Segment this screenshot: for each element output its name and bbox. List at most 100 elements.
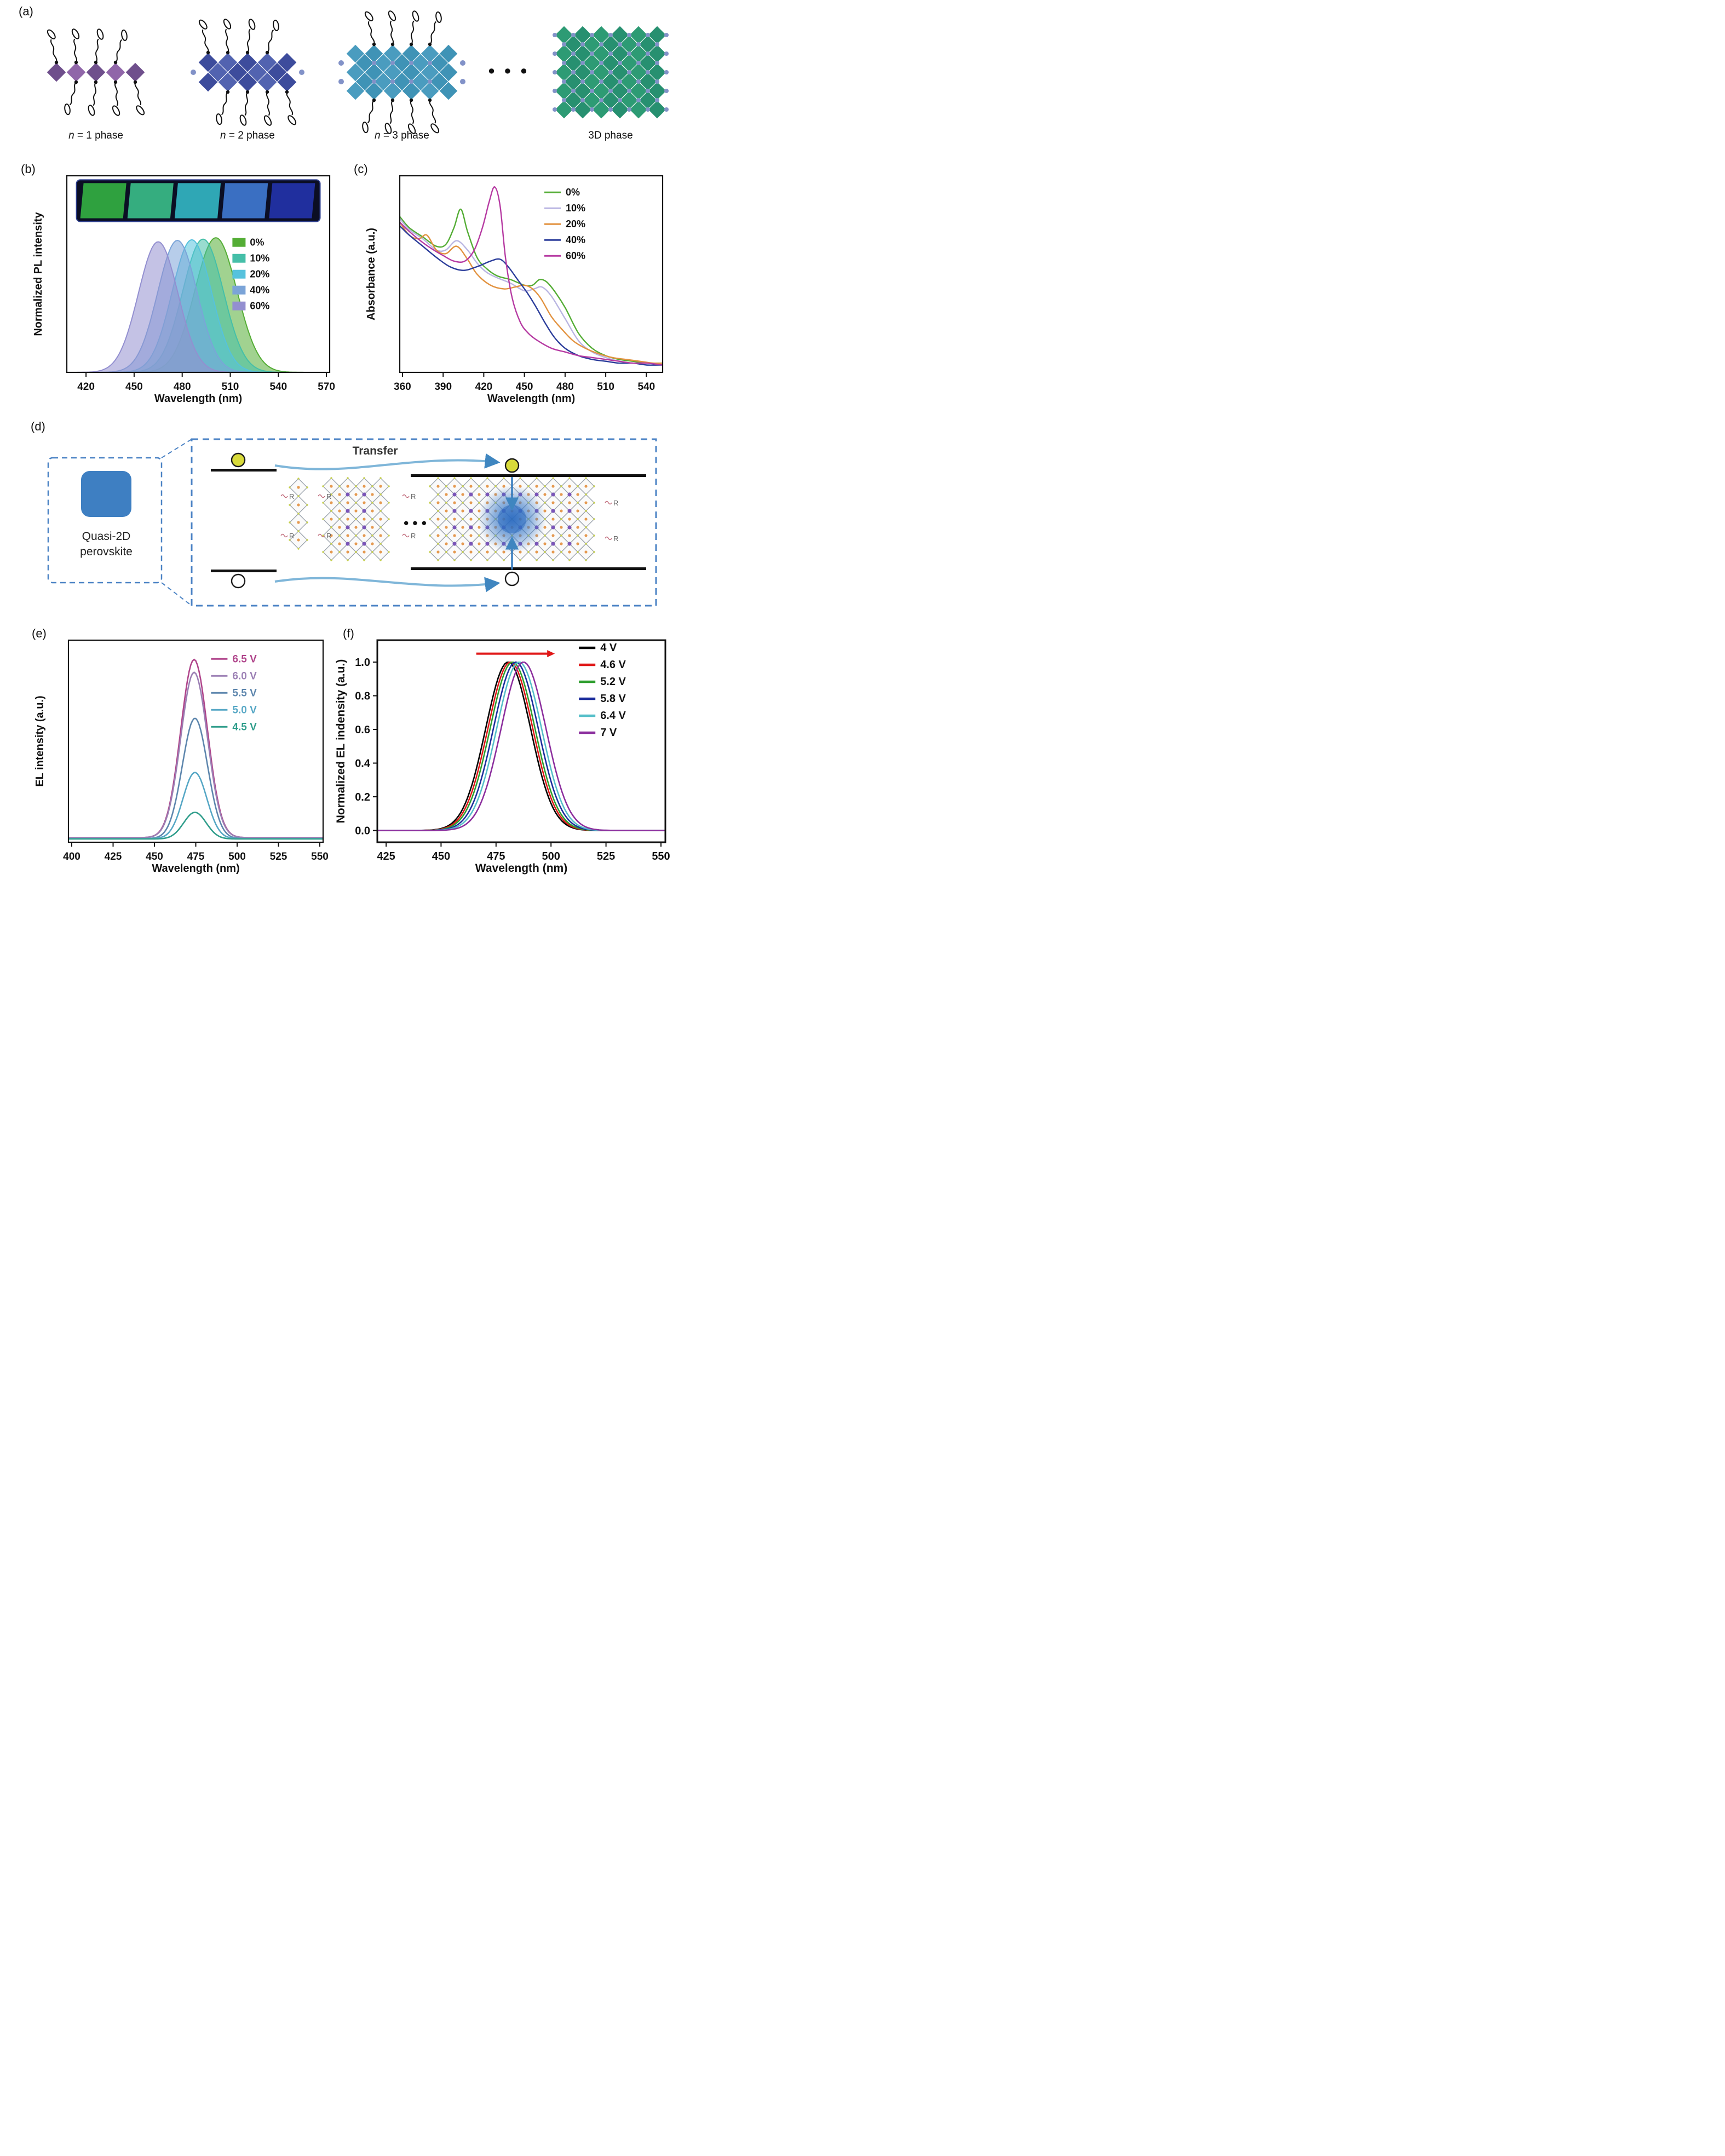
plot-frame xyxy=(376,639,666,843)
ligand-icon xyxy=(364,11,376,47)
cation-icon xyxy=(636,79,641,84)
octahedron-icon xyxy=(554,100,574,119)
x-tick-label: 550 xyxy=(311,851,329,863)
cation-icon xyxy=(636,42,641,47)
svg-text:R: R xyxy=(289,532,294,540)
x-tick-label: 500 xyxy=(542,850,560,863)
legend-label: 60% xyxy=(250,301,269,312)
film-segment xyxy=(222,183,268,219)
ligand-icon xyxy=(64,80,78,116)
ligand-icon xyxy=(198,19,210,55)
cation-icon xyxy=(561,79,566,84)
x-tick-label: 550 xyxy=(652,850,670,863)
x-tick-label: 510 xyxy=(222,381,239,393)
svg-text:R: R xyxy=(613,534,618,543)
x-tick-label: 570 xyxy=(318,381,335,393)
ligand-icon xyxy=(239,90,250,126)
legend-label: 40% xyxy=(250,285,269,296)
panel-f-label: (f) xyxy=(343,626,354,640)
ligand-icon xyxy=(428,11,442,47)
cation-icon xyxy=(664,107,669,112)
x-tick-label: 450 xyxy=(432,850,450,863)
cation-icon xyxy=(636,61,641,65)
film-segment xyxy=(80,183,127,219)
legend-label: 0% xyxy=(250,237,264,248)
x-tick-label: 525 xyxy=(270,851,288,863)
cation-icon xyxy=(645,89,650,93)
cation-icon xyxy=(459,79,465,84)
legend-label: 5.2 V xyxy=(600,676,626,688)
octahedron-icon xyxy=(439,81,458,101)
ligand-icon xyxy=(47,29,59,65)
hole-transfer-arrow xyxy=(274,577,501,593)
legend-swatch xyxy=(232,269,246,279)
x-tick-label: 390 xyxy=(434,381,452,393)
cation-icon xyxy=(599,79,603,84)
phase-n1: n = 1 phase xyxy=(27,8,164,142)
r-ligand-label: R xyxy=(402,532,416,540)
top-electrode-long-icon xyxy=(411,474,646,477)
r-ligand-label: R xyxy=(318,532,331,540)
cation-icon xyxy=(626,89,631,93)
legend-label: 6.4 V xyxy=(600,710,626,722)
cation-icon xyxy=(636,98,641,102)
cation-icon xyxy=(589,33,594,37)
film-segment xyxy=(127,183,174,219)
cation-icon xyxy=(571,51,576,56)
r-ligand-label: R xyxy=(280,492,294,501)
cation-icon xyxy=(552,107,557,112)
cation-icon xyxy=(409,79,413,84)
octahedron-icon xyxy=(198,72,219,93)
x-tick-label: 525 xyxy=(597,850,615,863)
ligand-icon xyxy=(388,10,396,47)
ligand-icon xyxy=(94,28,104,65)
phase-label-text: = 3 phase xyxy=(380,130,429,141)
ligand-icon xyxy=(71,28,80,65)
phase-n1-label: n = 1 phase xyxy=(68,130,123,142)
cation-icon xyxy=(608,70,613,74)
legend-label: 10% xyxy=(566,203,585,214)
phase-n2-schematic xyxy=(190,19,304,126)
panel-f-chart: 425 450 475 500 525 550 0.0 0.2 0.4 0.6 0.8 1.0 Wave… xyxy=(335,639,670,875)
octahedron-icon xyxy=(591,100,611,119)
legend-label: 60% xyxy=(566,250,585,261)
perovskite-lattices: R R R R R R R R xyxy=(280,477,618,561)
cation-icon xyxy=(552,51,557,56)
ligand-icon xyxy=(263,90,272,126)
cation-icon xyxy=(552,70,557,74)
legend-label: 6.0 V xyxy=(232,670,257,682)
panel-c-label: (c) xyxy=(354,162,368,176)
ligand-icon xyxy=(384,98,395,134)
cation-icon xyxy=(459,60,465,66)
film-segment xyxy=(174,183,221,219)
r-ligand-label: R xyxy=(605,534,618,543)
series-5.0 V xyxy=(68,772,323,840)
cation-icon xyxy=(654,61,659,65)
x-tick-label: 360 xyxy=(394,381,411,393)
cation-icon xyxy=(571,89,576,93)
cation-icon xyxy=(371,61,376,65)
cation-icon xyxy=(626,33,631,37)
cation-icon xyxy=(580,61,585,65)
hole-icon-left xyxy=(231,573,246,589)
series-40% xyxy=(399,225,663,366)
bottom-electrode-long-icon xyxy=(411,567,646,570)
ligand-icon xyxy=(285,90,297,125)
panel-b-chart: 420 450 480 510 540 570 Wavelength (nm) Normali… xyxy=(32,175,335,405)
cation-icon xyxy=(664,70,669,74)
y-axis-label: Normalized EL indensity (a.u.) xyxy=(335,659,347,824)
cation-icon xyxy=(427,61,432,65)
cation-icon xyxy=(617,98,622,102)
ligand-icon xyxy=(216,90,230,125)
series-4.5 V xyxy=(68,812,323,840)
x-tick-label: 480 xyxy=(174,381,191,393)
panel-d-device-schematic: Quasi-2D perovskite R R R R R R R R Transfer • … xyxy=(47,438,657,607)
series-7 V xyxy=(377,662,665,831)
x-tick-label: 425 xyxy=(105,851,122,863)
legend-label: 4.6 V xyxy=(600,659,626,671)
x-tick-label: 420 xyxy=(77,381,95,393)
cation-icon xyxy=(589,107,594,112)
cation-icon xyxy=(571,70,576,74)
cation-icon xyxy=(645,33,650,37)
panel-c-chart: 360 390 420 450 480 510 540 Wavelength (nm) Abso… xyxy=(365,175,664,405)
